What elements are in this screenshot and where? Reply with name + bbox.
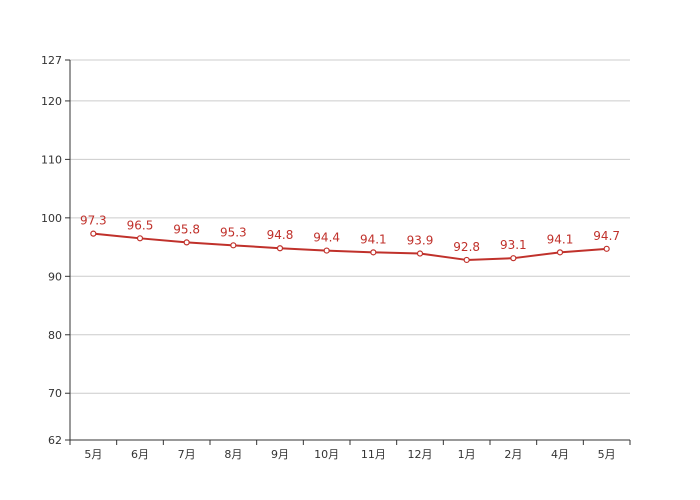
data-point xyxy=(90,230,97,237)
y-tick-label: 127 xyxy=(41,54,62,67)
x-tick-label: 6月 xyxy=(131,448,149,461)
data-label: 94.4 xyxy=(313,231,340,245)
x-tick-label: 5月 xyxy=(598,448,616,461)
data-label: 93.9 xyxy=(407,234,434,248)
data-point xyxy=(136,235,144,242)
x-tick-label: 11月 xyxy=(361,448,386,461)
data-label: 93.1 xyxy=(500,238,527,252)
data-point xyxy=(510,255,517,262)
series-line-path xyxy=(93,232,607,261)
y-tick-label: 80 xyxy=(48,329,62,342)
y-tick-label: 62 xyxy=(48,434,62,447)
data-label: 92.8 xyxy=(453,240,480,254)
axes: 62 70 80 90 100 110 120 127 5月 6月 7月 8月 9月 10月 11月 12月 1… xyxy=(41,54,631,461)
y-tick-label: 110 xyxy=(41,153,62,166)
data-point xyxy=(416,250,424,257)
series-line xyxy=(90,230,610,264)
data-point xyxy=(323,247,330,254)
data-point xyxy=(370,249,377,256)
data-label: 94.1 xyxy=(360,232,387,246)
data-label: 95.8 xyxy=(173,222,200,236)
data-label: 96.5 xyxy=(127,218,154,232)
data-label: 94.8 xyxy=(267,228,294,242)
x-tick-label: 7月 xyxy=(178,448,196,461)
x-tick-label: 8月 xyxy=(224,448,242,461)
x-tick-label: 5月 xyxy=(84,448,102,461)
x-tick-label: 2月 xyxy=(504,448,522,461)
x-tick-label: 4月 xyxy=(551,448,569,461)
data-label: 94.7 xyxy=(593,229,620,243)
x-tick-label: 1月 xyxy=(458,448,476,461)
data-point xyxy=(463,256,470,264)
data-label: 97.3 xyxy=(80,214,107,228)
data-label: 95.3 xyxy=(220,225,247,239)
y-tick-label: 100 xyxy=(41,212,62,225)
y-tick-label: 70 xyxy=(48,387,62,400)
grid-lines xyxy=(70,59,630,394)
y-tick-label: 90 xyxy=(48,270,62,283)
data-point xyxy=(276,245,284,252)
x-tick-label: 9月 xyxy=(271,448,289,461)
data-labels: 97.3 96.5 95.8 95.3 94.8 94.4 94.1 93.9 92.8 93.1… xyxy=(80,214,620,254)
data-label: 94.1 xyxy=(547,232,574,246)
data-point xyxy=(183,239,190,246)
data-point xyxy=(603,245,610,252)
data-point xyxy=(556,249,564,256)
y-tick-label: 120 xyxy=(41,95,62,108)
x-tick-label: 10月 xyxy=(314,448,339,461)
x-tick-label: 12月 xyxy=(408,448,433,461)
data-point xyxy=(230,242,237,249)
